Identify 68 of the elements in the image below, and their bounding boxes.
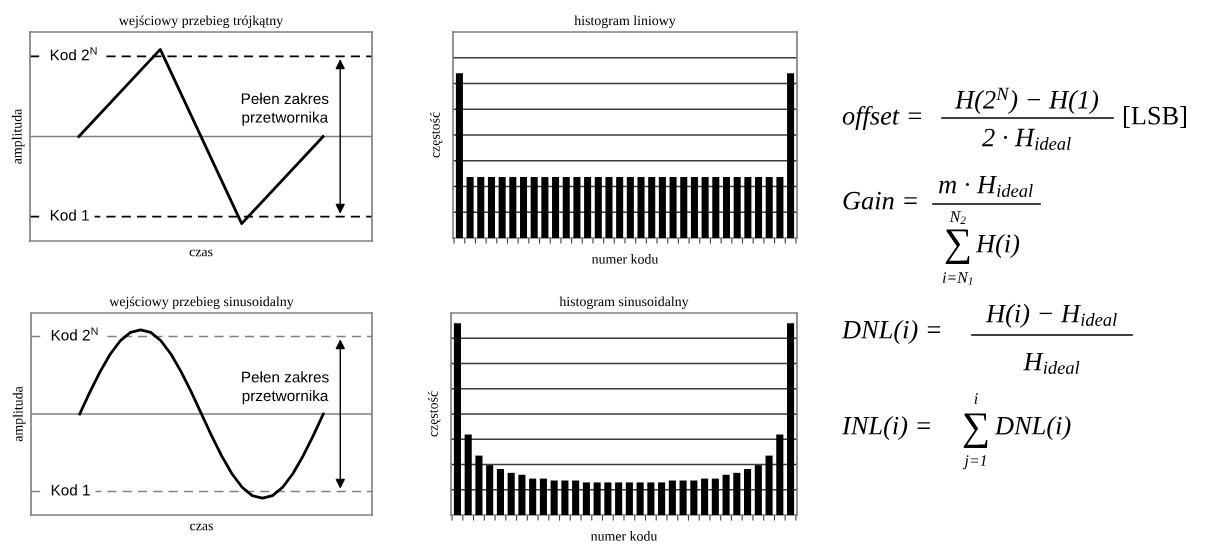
text: i: [974, 393, 978, 404]
bar: [636, 482, 644, 515]
bar: [496, 469, 504, 515]
y-axis-title: amplituda: [12, 386, 26, 442]
ref-line-label: Kod 2$^{N}$: [50, 47, 97, 61]
bar: [518, 474, 526, 515]
annotation: Pełen zakres przetwornika: [242, 371, 329, 405]
bar: [625, 482, 633, 515]
annotation: Pełen zakres przetwornika: [241, 92, 329, 126]
bar: [765, 455, 773, 515]
text: H(2$^{N}$) − H(1): [954, 87, 1099, 114]
bar: [754, 465, 762, 515]
x-axis-title: numer kodu: [590, 530, 658, 541]
x-axis-title: czas: [189, 249, 213, 257]
y-axis-title: częstość: [427, 391, 441, 437]
text: m · H$_{ideal}$: [939, 175, 1033, 198]
bar: [593, 482, 601, 515]
y-axis-title: częstość: [429, 112, 443, 158]
bar: [464, 434, 472, 515]
bar: [658, 482, 666, 515]
bar: [561, 480, 569, 515]
bar: [615, 482, 623, 515]
chart-title: wejściowy przebieg trójkątny: [118, 15, 284, 29]
y-axis-title: amplituda: [11, 108, 25, 164]
bar: [453, 323, 461, 515]
text: H$_{ideal}$: [1023, 352, 1080, 375]
text: offset =: [842, 105, 922, 131]
bar: [679, 480, 687, 515]
bar: [604, 482, 612, 515]
bar: [722, 474, 730, 515]
bar: [572, 480, 580, 515]
text: j=1: [962, 455, 986, 470]
bar: [507, 472, 515, 515]
bar: [475, 455, 483, 515]
bar: [733, 472, 741, 515]
bar: [690, 480, 698, 515]
ref-line-label: Kod 2$^{N}$: [51, 327, 98, 341]
bar: [529, 478, 537, 515]
bar: [582, 482, 590, 515]
text: DNL(i) =: [841, 320, 941, 344]
text: DNL(i): [994, 416, 1071, 440]
ref-line-label: Kod 1: [51, 484, 90, 496]
x-axis-title: czas: [190, 523, 213, 531]
bar: [550, 480, 558, 515]
bar: [776, 434, 784, 515]
text: H(i) − H$_{ideal}$: [985, 303, 1117, 328]
bar: [711, 478, 719, 515]
ref-line-label: Kod 1: [50, 209, 89, 221]
chart-title: histogram sinusoidalny: [559, 296, 689, 310]
bar: [701, 478, 709, 515]
text: INL(i) =: [841, 416, 930, 440]
bar: [744, 469, 752, 515]
bar: [668, 480, 676, 515]
bar: [539, 478, 547, 515]
chart-title: histogram liniowy: [574, 15, 676, 29]
text: N$_{2}$: [949, 211, 966, 224]
text: ∑: [945, 229, 970, 264]
text: 2 · H$_{ideal}$: [982, 128, 1071, 150]
bar: [647, 482, 655, 515]
bar: [486, 465, 494, 515]
text: [LSB]: [1123, 106, 1187, 128]
text: ∑: [963, 413, 988, 448]
text: i=N$_{1}$: [942, 272, 973, 285]
bar: [787, 323, 795, 515]
text: H(i): [975, 234, 1020, 258]
x-axis-title: numer kodu: [591, 253, 659, 264]
chart-title: wejściowy przebieg sinusoidalny: [109, 296, 294, 310]
text: Gain =: [843, 191, 917, 210]
